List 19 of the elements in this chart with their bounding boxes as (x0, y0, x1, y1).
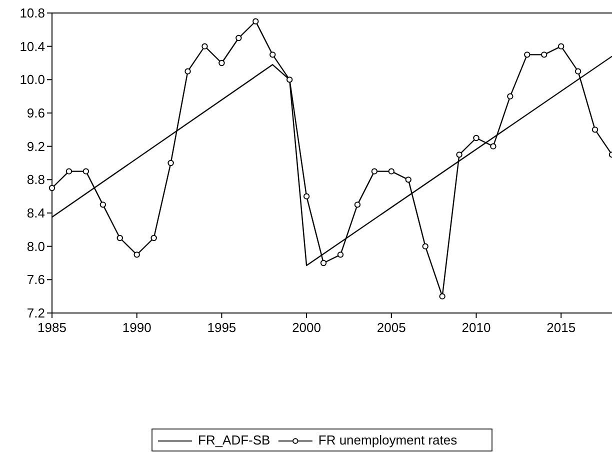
y-tick-label: 10.4 (20, 38, 45, 54)
y-tick-label: 8.4 (26, 206, 45, 221)
legend-label: FR_ADF-SB (198, 432, 270, 448)
x-tick-label: 2005 (376, 320, 406, 335)
y-tick-label: 7.2 (26, 306, 45, 321)
y-tick-label: 9.2 (26, 138, 45, 154)
x-tick-label: 2010 (462, 320, 491, 335)
y-tick-label: 10.8 (20, 6, 45, 21)
y-tick-label: 7.6 (26, 272, 45, 288)
x-tick-label: 1985 (38, 320, 66, 335)
x-tick-label: 1990 (122, 320, 152, 335)
x-tick-label: 1995 (207, 320, 236, 335)
y-tick-label: 9.6 (26, 106, 45, 121)
x-tick-label: 2000 (292, 320, 322, 335)
legend-label: FR unemployment rates (318, 432, 458, 448)
y-tick-label: 10.0 (20, 72, 45, 88)
y-tick-label: 8.0 (26, 238, 45, 254)
x-tick-label: 2015 (546, 320, 576, 335)
y-tick-label: 8.8 (26, 172, 45, 188)
